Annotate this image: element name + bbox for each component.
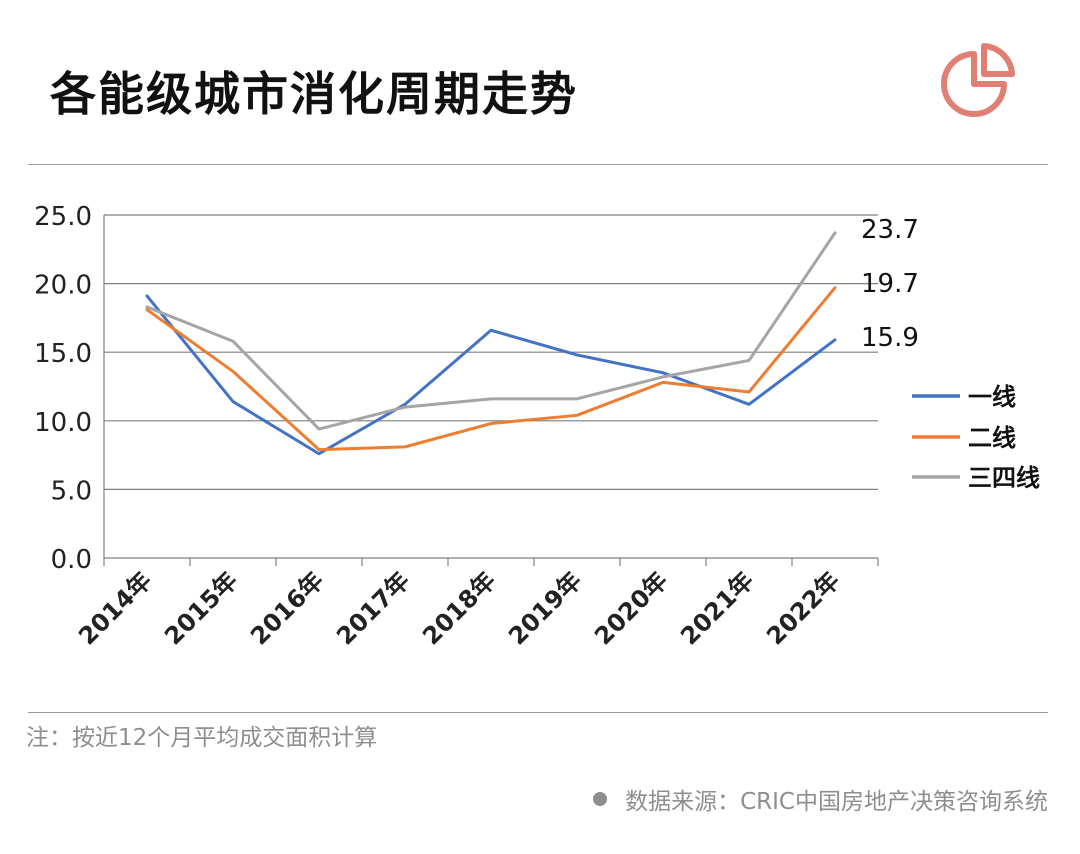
y-tick-label: 5.0 [51, 476, 92, 506]
legend-label: 三四线 [968, 464, 1040, 492]
y-tick-label: 20.0 [34, 271, 92, 301]
x-tick-label: 2017年 [331, 566, 415, 650]
x-tick-label: 2021年 [675, 566, 759, 650]
x-tick-label: 2015年 [159, 566, 243, 650]
series-line-3 [145, 231, 837, 431]
top-divider [28, 164, 1048, 165]
series-lines [145, 231, 837, 456]
source-line: 数据来源：CRIC中国房地产决策咨询系统 [593, 782, 1048, 816]
grid-lines [104, 214, 878, 559]
chart-title: 各能级城市消化周期走势 [50, 67, 578, 121]
end-value-label: 15.9 [861, 323, 919, 353]
x-tick-label: 2018年 [417, 566, 501, 650]
x-tick-label: 2022年 [761, 566, 845, 650]
x-tick-label: 2020年 [589, 566, 673, 650]
y-tick-label: 10.0 [34, 408, 92, 438]
bottom-divider [28, 712, 1048, 713]
legend-label: 二线 [968, 424, 1016, 452]
x-tick-label: 2014年 [73, 566, 157, 650]
y-tick-label: 0.0 [51, 545, 92, 575]
series-line-1 [145, 294, 837, 456]
end-value-label: 23.7 [861, 215, 919, 245]
pie-chart-icon [941, 43, 1015, 117]
x-tick-label: 2016年 [245, 566, 329, 650]
data-labels: 23.7 19.7 15.9 [861, 215, 919, 353]
bullet-dot-icon [593, 792, 608, 806]
legend-label: 一线 [968, 383, 1016, 411]
y-tick-label: 15.0 [34, 339, 92, 369]
y-tick-label: 25.0 [34, 202, 92, 232]
source-text: 数据来源：CRIC中国房地产决策咨询系统 [625, 789, 1048, 815]
footnote: 注：按近12个月平均成交面积计算 [26, 725, 378, 751]
x-tick-label: 2019年 [503, 566, 587, 650]
series-line-2 [145, 286, 837, 452]
end-value-label: 19.7 [861, 269, 919, 299]
